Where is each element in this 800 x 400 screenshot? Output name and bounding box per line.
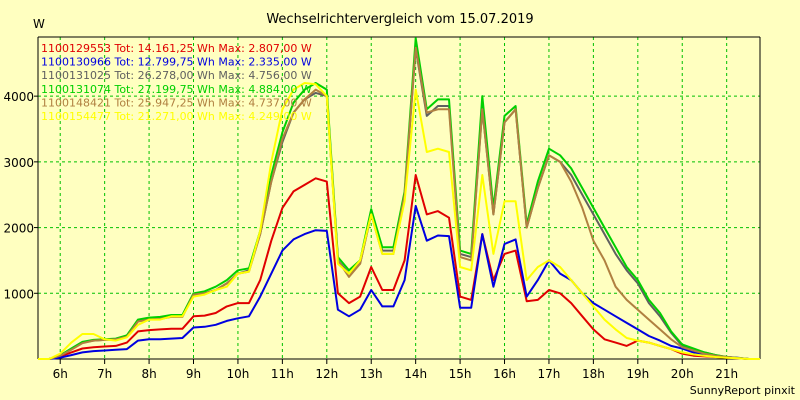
series-line-2 xyxy=(38,204,760,360)
x-tick-label: 6h xyxy=(53,367,68,381)
x-tick-label: 19h xyxy=(626,367,649,381)
x-ticks: 6h 7h 8h 9h 10h 11h 12h 13h 14h 15h 16h 17h 18h 19h 20… xyxy=(53,359,738,381)
legend: 1100129553 Tot: 14.161,25 Wh Max: 2.807,… xyxy=(41,42,312,123)
y-ticks: 1000 2000 3000 4000 xyxy=(3,90,38,301)
plot-background xyxy=(38,37,760,359)
series-group xyxy=(38,37,760,360)
x-tick-label: 7h xyxy=(97,367,112,381)
legend-entry-6: 1100154477 Tot: 21.271,00 Wh Max: 4.249,… xyxy=(41,110,312,123)
legend-entry-2: 1100130966 Tot: 12.799,75 Wh Max: 2.335,… xyxy=(41,56,312,69)
footer-credit: SunnyReport pinxit xyxy=(690,384,796,397)
y-tick-label: 2000 xyxy=(3,222,34,236)
legend-entry-1: 1100129553 Tot: 14.161,25 Wh Max: 2.807,… xyxy=(41,42,312,55)
legend-entry-4: 1100131074 Tot: 27.199,75 Wh Max: 4.884,… xyxy=(41,83,312,96)
x-tick-label: 10h xyxy=(227,367,250,381)
x-tick-label: 18h xyxy=(582,367,605,381)
y-tick-label: 3000 xyxy=(3,156,34,170)
x-tick-label: 12h xyxy=(315,367,338,381)
x-tick-label: 14h xyxy=(404,367,427,381)
x-tick-label: 15h xyxy=(449,367,472,381)
y-tick-label: 1000 xyxy=(3,287,34,301)
x-tick-label: 16h xyxy=(493,367,516,381)
y-axis-label: W xyxy=(33,17,45,31)
x-tick-label: 9h xyxy=(186,367,201,381)
x-tick-label: 8h xyxy=(141,367,156,381)
chart-title: Wechselrichtervergleich vom 15.07.2019 xyxy=(266,12,533,27)
x-tick-label: 20h xyxy=(671,367,694,381)
series-line-6 xyxy=(38,82,760,360)
x-tick-label: 17h xyxy=(538,367,561,381)
y-tick-label: 4000 xyxy=(3,90,34,104)
legend-entry-3: 1100131025 Tot: 26.278,00 Wh Max: 4.756,… xyxy=(41,69,312,82)
x-tick-label: 21h xyxy=(715,367,738,381)
legend-entry-5: 1100148421 Tot: 25.947,25 Wh Max: 4.737,… xyxy=(41,96,312,109)
x-tick-label: 13h xyxy=(360,367,383,381)
x-tick-label: 11h xyxy=(271,367,294,381)
